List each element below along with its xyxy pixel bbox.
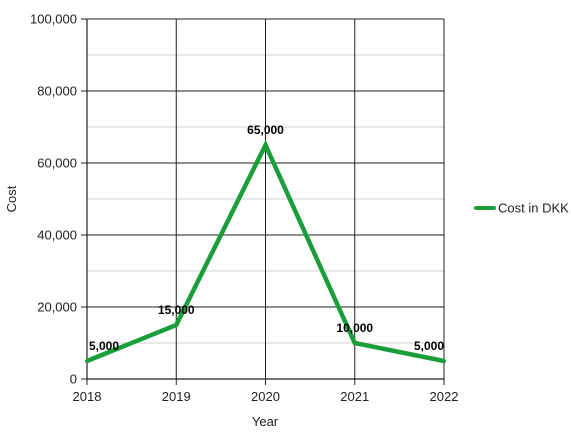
data-point — [442, 359, 446, 363]
data-point — [85, 359, 89, 363]
x-tick-label: 2019 — [162, 389, 191, 404]
data-label: 5,000 — [89, 339, 119, 353]
y-tick-label: 80,000 — [37, 84, 77, 99]
x-axis-title: Year — [252, 414, 279, 429]
x-tick-label: 2018 — [73, 389, 102, 404]
axis-layer: 0 20,000 40,000 60,000 80,000 100,000 2018 2019… — [30, 12, 458, 405]
y-tick-label: 0 — [70, 372, 77, 387]
data-label: 5,000 — [414, 339, 444, 353]
x-tick-label: 2021 — [340, 389, 369, 404]
series-layer — [85, 139, 446, 364]
data-point — [174, 323, 179, 327]
data-label: 65,000 — [247, 123, 284, 137]
grid-layer — [87, 18, 445, 379]
y-tick-label: 60,000 — [37, 156, 77, 171]
data-point — [352, 341, 357, 345]
y-tick-label: 20,000 — [37, 300, 77, 315]
legend-label: Cost in DKK — [498, 201, 569, 216]
y-axis-title: Cost — [4, 185, 19, 212]
label-layer: 5,000 15,000 65,000 10,000 5,000 — [89, 123, 444, 353]
data-label: 15,000 — [158, 303, 195, 317]
data-point — [263, 143, 268, 147]
data-label: 10,000 — [336, 321, 373, 335]
x-tick-label: 2020 — [251, 389, 280, 404]
y-tick-label: 100,000 — [30, 12, 77, 27]
y-tick-label: 40,000 — [37, 228, 77, 243]
x-tick-label: 2022 — [430, 389, 459, 404]
legend: Cost in DKK — [474, 201, 569, 216]
